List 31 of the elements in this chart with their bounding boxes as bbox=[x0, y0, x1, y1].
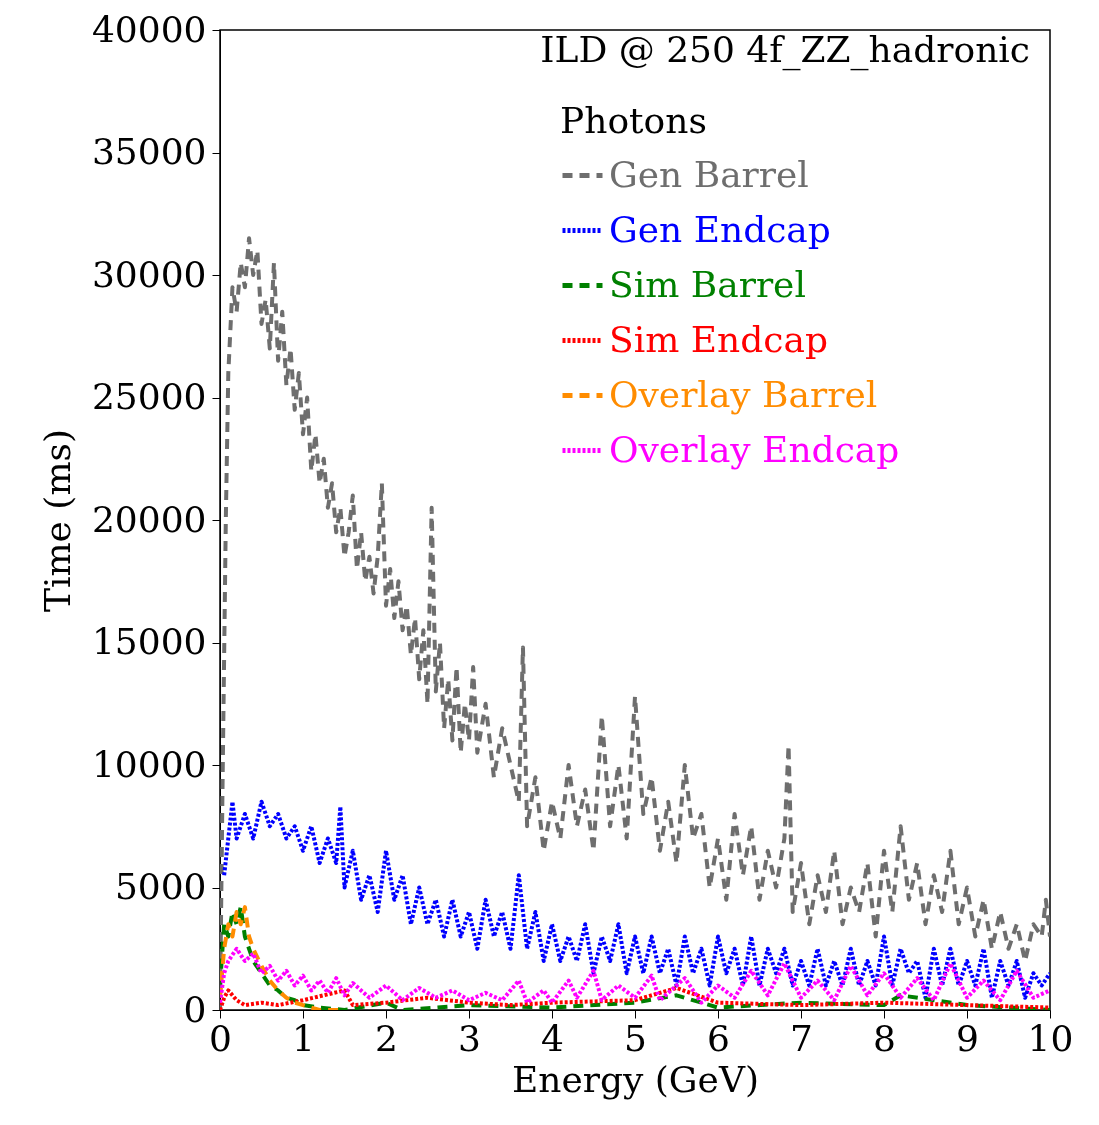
y-tick-label: 20000 bbox=[91, 498, 207, 540]
y-tick-label: 0 bbox=[183, 988, 207, 1030]
x-axis-title: Energy (GeV) bbox=[512, 1058, 759, 1100]
x-tick-label: 9 bbox=[956, 1017, 979, 1059]
legend-title: Photons bbox=[560, 100, 707, 141]
x-tick-label: 3 bbox=[458, 1017, 481, 1059]
y-tick-label: 15000 bbox=[91, 621, 207, 662]
legend-label: Overlay Barrel bbox=[609, 373, 878, 415]
y-tick-label: 5000 bbox=[114, 866, 207, 907]
y-tick-label: 30000 bbox=[91, 253, 207, 295]
chart-title: ILD @ 250 4f_ZZ_hadronic bbox=[540, 29, 1030, 71]
x-tick-label: 1 bbox=[292, 1017, 315, 1059]
y-axis-title: Time (ms) bbox=[36, 428, 78, 613]
line-series bbox=[222, 799, 1050, 1000]
line-series bbox=[220, 946, 1050, 1005]
x-tick-label: 8 bbox=[873, 1017, 896, 1059]
legend-label: Gen Endcap bbox=[609, 208, 831, 250]
legend-label: Overlay Endcap bbox=[609, 428, 900, 470]
legend-label: Sim Endcap bbox=[609, 318, 828, 360]
y-tick-label: 35000 bbox=[91, 131, 207, 172]
legend-label: Gen Barrel bbox=[609, 153, 809, 195]
y-tick-label: 10000 bbox=[91, 743, 207, 785]
x-tick-label: 5 bbox=[624, 1017, 647, 1059]
y-tick-label: 40000 bbox=[91, 8, 207, 50]
y-tick-label: 25000 bbox=[91, 376, 207, 417]
x-tick-label: 7 bbox=[790, 1017, 813, 1059]
legend-label: Sim Barrel bbox=[609, 263, 806, 305]
x-tick-label: 4 bbox=[541, 1017, 564, 1059]
x-tick-label: 6 bbox=[707, 1017, 730, 1059]
x-tick-label: 10 bbox=[1027, 1017, 1074, 1059]
x-tick-label: 2 bbox=[375, 1017, 398, 1059]
